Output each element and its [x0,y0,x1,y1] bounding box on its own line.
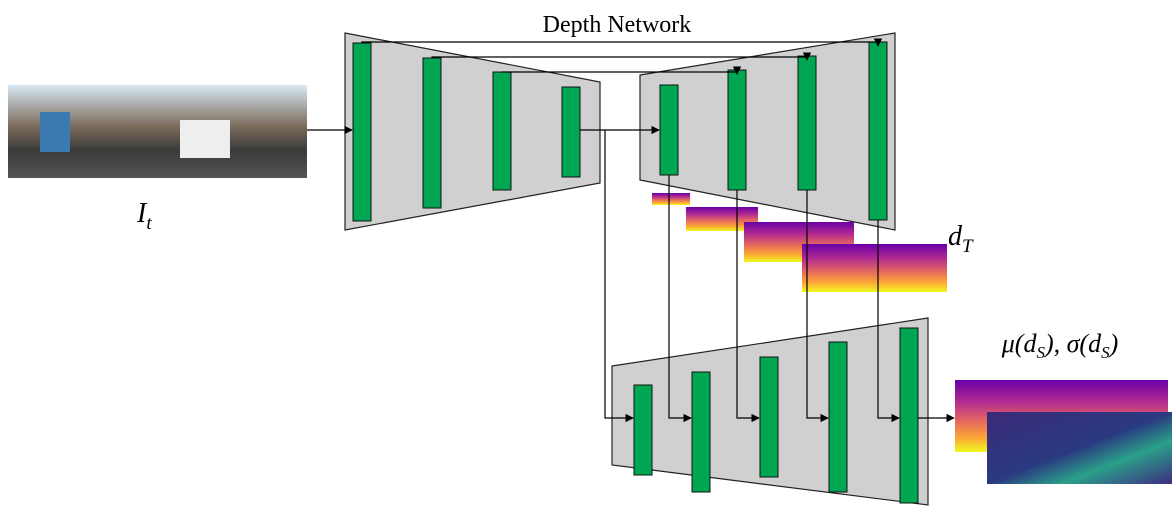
decoder-layer [869,42,887,220]
input-label: It [136,198,152,234]
input-image-object [40,112,70,152]
uncertainty-map [987,412,1172,484]
uncertainty-layer [692,372,710,492]
uncertainty-layer [634,385,652,475]
input-image-truck [180,120,230,158]
uncertainty-layer [760,357,778,477]
decoder-layer [798,56,816,190]
depth-map [652,193,690,205]
diagram: Depth Network It dT μ(dS), σ(dS) [0,0,1172,510]
encoder-layer [423,58,441,208]
decoder-layer [660,85,678,175]
depth-map [802,244,947,292]
title: Depth Network [543,12,692,38]
depth-label: dT [948,221,974,257]
output-label: μ(dS), σ(dS) [1001,329,1119,362]
encoder-layer [562,87,580,177]
encoder-layer [353,43,371,221]
encoder-layer [493,72,511,190]
uncertainty-layer [829,342,847,492]
decoder-layer [728,70,746,190]
uncertainty-layer [900,328,918,503]
